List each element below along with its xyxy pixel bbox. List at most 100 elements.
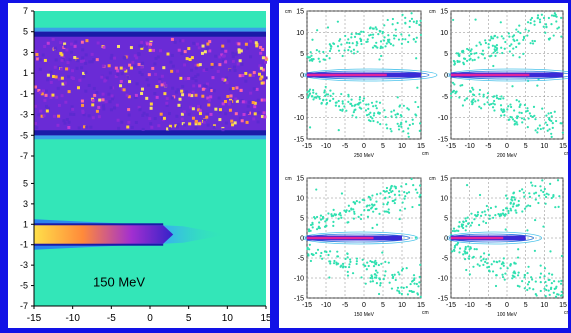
heat-pixel	[185, 90, 189, 94]
data-point	[308, 248, 311, 251]
data-point	[391, 17, 395, 21]
data-point	[542, 16, 546, 20]
heat-pixel	[173, 40, 177, 44]
data-point	[464, 217, 467, 220]
data-point	[324, 220, 327, 223]
data-point	[343, 209, 346, 212]
heat-pixel	[224, 60, 228, 64]
data-point	[341, 266, 345, 269]
data-point	[341, 54, 344, 58]
data-point	[355, 199, 358, 203]
data-point	[517, 199, 520, 203]
data-point	[359, 39, 363, 43]
data-point	[469, 246, 472, 249]
data-point	[366, 215, 370, 218]
energy-label: 250 MeV	[354, 153, 375, 159]
heat-pixel	[43, 98, 47, 102]
data-point	[400, 42, 403, 45]
heat-pixel	[44, 89, 48, 93]
heat-pixel	[230, 119, 234, 123]
x-tick-label: -10	[321, 143, 331, 150]
data-point	[468, 248, 471, 251]
heat-pixel	[234, 112, 238, 116]
heat-pixel	[66, 61, 70, 65]
data-point	[526, 125, 529, 129]
data-point	[461, 84, 464, 87]
y-tick-label: -10	[438, 276, 448, 283]
data-point	[337, 105, 341, 108]
x-tick-label: 15	[260, 313, 270, 324]
data-point	[543, 193, 546, 196]
heat-pixel	[38, 58, 42, 62]
data-point	[555, 15, 558, 18]
data-point	[470, 48, 473, 51]
data-point	[381, 251, 384, 254]
data-point	[337, 217, 340, 220]
data-point	[309, 229, 312, 232]
heat-pixel	[39, 109, 43, 113]
data-point	[308, 90, 311, 93]
data-point	[510, 43, 513, 46]
heat-pixel	[128, 63, 132, 67]
data-point	[361, 258, 364, 261]
y-unit-label: cm	[429, 176, 436, 182]
data-point	[346, 256, 349, 259]
data-point	[400, 185, 403, 188]
data-point	[542, 25, 545, 28]
data-point	[398, 273, 401, 276]
heat-pixel	[119, 79, 123, 83]
data-point	[382, 203, 385, 206]
heat-pixel	[127, 120, 131, 124]
heat-pixel	[180, 89, 184, 93]
data-point	[472, 255, 475, 258]
heat-pixel	[183, 123, 187, 127]
heat-pixel	[191, 107, 195, 111]
y-tick-label: 15	[440, 9, 448, 16]
heat-pixel	[83, 125, 87, 129]
heat-pixel	[87, 83, 91, 87]
data-point	[486, 266, 489, 269]
data-point	[550, 196, 553, 200]
data-point	[477, 56, 480, 59]
data-point	[529, 114, 532, 118]
data-point	[328, 57, 331, 60]
data-point	[328, 276, 331, 279]
data-point	[523, 273, 526, 277]
data-point	[554, 295, 558, 298]
heat-pixel	[253, 105, 257, 109]
data-point	[542, 127, 545, 130]
data-point	[386, 203, 389, 206]
data-point	[528, 192, 531, 195]
data-point	[348, 209, 351, 213]
data-point	[369, 259, 372, 263]
data-point	[550, 23, 553, 26]
data-point	[524, 110, 528, 113]
data-point	[341, 109, 344, 112]
data-point	[520, 117, 524, 120]
data-point	[509, 207, 512, 210]
data-point	[499, 104, 503, 107]
data-point	[487, 46, 490, 49]
heat-pixel	[60, 94, 64, 98]
data-point	[310, 95, 314, 98]
heat-pixel	[158, 78, 162, 82]
data-point	[390, 130, 393, 133]
data-point	[550, 282, 553, 285]
data-point	[397, 290, 401, 293]
data-point	[464, 229, 467, 232]
data-point	[456, 59, 459, 63]
data-point	[315, 96, 318, 99]
data-point	[367, 209, 371, 212]
data-point	[548, 293, 551, 296]
heat-pixel	[129, 66, 133, 70]
data-point	[419, 193, 422, 197]
data-point	[355, 257, 359, 260]
data-point	[379, 45, 383, 48]
data-point	[513, 198, 517, 201]
heat-pixel	[108, 100, 112, 104]
data-point	[375, 274, 378, 277]
data-point	[328, 49, 332, 53]
heat-pixel	[197, 46, 201, 50]
data-point	[329, 89, 332, 92]
data-point	[527, 280, 531, 284]
